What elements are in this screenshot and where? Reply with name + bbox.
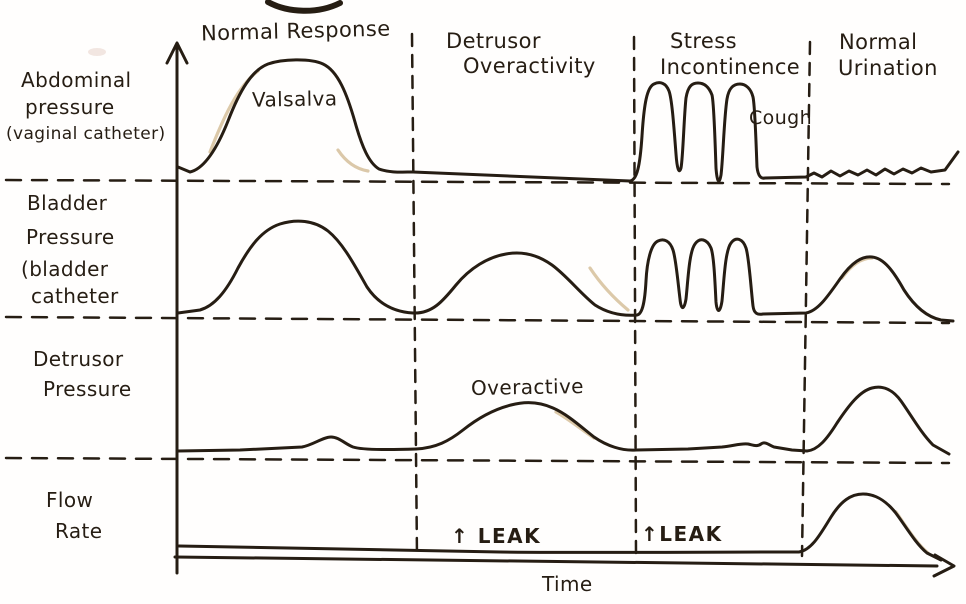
column-header-normal-urination-line1: Normal [839, 30, 918, 54]
row-label-detrusor-line2: Pressure [43, 377, 132, 401]
row-label-detrusor-line1: Detrusor [33, 347, 124, 371]
column-header-detrusor-overactivity-line2: Overactivity [463, 54, 596, 78]
row-label-bladder-line2: Pressure [26, 225, 115, 249]
column-header-normal-urination-line2: Urination [838, 56, 938, 80]
column-header-stress-incontinence-line2: Incontinence [660, 55, 801, 79]
column-divider-2 [632, 35, 638, 558]
row-label-bladder-line1: Bladder [27, 191, 108, 215]
baseline-bladder [4, 315, 951, 325]
annotation-overactive: Overactive [470, 374, 585, 400]
column-divider-1 [410, 32, 419, 559]
annotation-valsalva: Valsalva [251, 86, 338, 112]
row-label-abdominal-line2: pressure [25, 95, 115, 119]
annotation-leak-detrusor: ↑ LEAK [451, 524, 542, 548]
x-axis-label: Time [542, 572, 593, 596]
column-header-stress-incontinence-line1: Stress [670, 29, 737, 53]
annotation-cough: Cough [749, 107, 813, 129]
ghost-strokes [208, 69, 930, 555]
abdominal-pressure-trace [176, 58, 960, 183]
row-label-bladder-line4: catheter [31, 284, 119, 308]
annotation-leak-stress: ↑LEAK [641, 522, 723, 546]
row-label-flow-line2: Rate [55, 519, 103, 543]
row-label-bladder-line3: (bladder [21, 257, 109, 281]
bladder-pressure-trace [176, 219, 955, 323]
baseline-detrusor [4, 456, 951, 465]
cropped-title-stroke [265, 0, 343, 14]
x-axis [173, 555, 939, 568]
row-label-flow-line1: Flow [46, 488, 94, 512]
row-label-abdominal-line3: (vaginal catheter) [6, 124, 166, 144]
column-divider-3 [800, 40, 812, 558]
paper-smudge [88, 48, 106, 56]
flow-rate-trace [177, 492, 943, 562]
column-header-normal-response: Normal Response [200, 16, 391, 46]
row-label-abdominal-line1: Abdominal [21, 68, 132, 92]
y-axis-arrow [165, 41, 189, 65]
baseline-abdominal [4, 178, 951, 186]
column-header-detrusor-overactivity-line1: Detrusor [446, 29, 541, 53]
detrusor-pressure-trace [176, 385, 951, 456]
